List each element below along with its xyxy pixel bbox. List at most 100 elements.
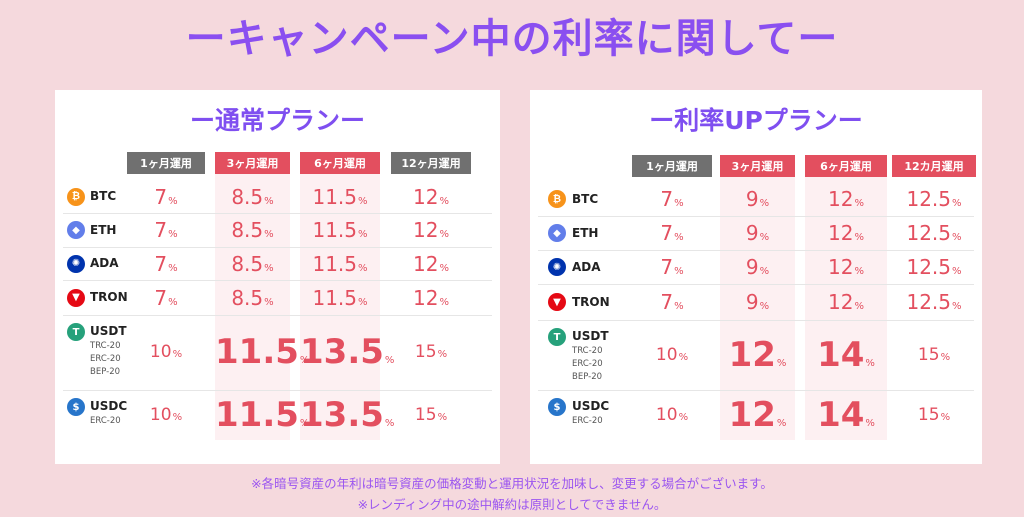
- percent-sign: %: [865, 357, 875, 369]
- rate-cell: 12%: [805, 255, 887, 279]
- rate-cell: 12.5%: [892, 187, 976, 211]
- rate-value: 11.5: [312, 218, 357, 242]
- row-divider: [63, 315, 492, 316]
- rate-value: 12: [728, 394, 776, 435]
- rate-cell: 14%: [805, 335, 887, 375]
- percent-sign: %: [358, 262, 368, 274]
- row-divider: [538, 390, 974, 391]
- rate-value: 7: [660, 255, 674, 279]
- percent-sign: %: [759, 301, 770, 312]
- percent-sign: %: [299, 417, 310, 429]
- rate-value: 12: [413, 285, 439, 310]
- row-divider: [538, 216, 974, 217]
- highlight-column: [215, 174, 290, 440]
- coin-name: ADA: [90, 256, 119, 270]
- percent-sign: %: [384, 355, 395, 367]
- percent-sign: %: [865, 417, 875, 429]
- coin-networks: TRC-20 ERC-20 BEP-20: [572, 345, 603, 384]
- rate-value: 13.5: [300, 394, 384, 435]
- highlight-column: [805, 177, 887, 440]
- rate-cell: 7%: [127, 286, 205, 310]
- column-header: 3ヶ月運用: [215, 152, 290, 174]
- percent-sign: %: [168, 262, 178, 274]
- coin-name: TRON: [90, 290, 128, 304]
- rate-value: 8.5: [231, 218, 264, 242]
- rate-value: 11.5: [215, 394, 299, 435]
- rate-cell: 12.5%: [892, 290, 976, 314]
- coin-name: USDT: [572, 329, 609, 343]
- column-header: 6ヶ月運用: [805, 155, 887, 177]
- column-header: 12カ月運用: [892, 155, 976, 177]
- rate-value: 7: [154, 251, 168, 276]
- usdc-icon: $: [548, 398, 566, 416]
- percent-sign: %: [439, 195, 449, 207]
- page-title: ーキャンペーン中の利率に関してー: [185, 16, 839, 62]
- rate-cell: 9%: [720, 255, 795, 279]
- rate-cell: 12%: [391, 252, 471, 276]
- rate-value: 12: [413, 218, 439, 242]
- rate-value: 12: [413, 184, 439, 209]
- rate-cell: 13.5%: [300, 332, 394, 372]
- tron-icon: ▼: [67, 288, 85, 307]
- rate-cell: 11.5%: [215, 395, 309, 435]
- rate-cell: 11.5%: [300, 252, 380, 276]
- rate-value: 9: [745, 255, 759, 279]
- percent-sign: %: [952, 198, 962, 209]
- rate-cell: 13.5%: [300, 395, 394, 435]
- rate-value: 15: [414, 342, 437, 363]
- rate-value: 14: [817, 334, 865, 375]
- column-header: 12ヶ月運用: [391, 152, 471, 174]
- rate-cell: 7%: [127, 252, 205, 276]
- ethereum-icon: ◆: [548, 224, 566, 242]
- footnote-rate-change: ※各暗号資産の年利は暗号資産の価格変動と運用状況を加味し、変更する場合がございま…: [251, 476, 773, 491]
- rate-cell: 8.5%: [215, 286, 290, 310]
- rate-value: 8.5: [231, 285, 264, 310]
- rate-cell: 7%: [632, 187, 712, 211]
- rate-cell: 11.5%: [215, 332, 309, 372]
- percent-sign: %: [358, 195, 368, 207]
- rate-value: 14: [817, 394, 865, 435]
- percent-sign: %: [168, 195, 178, 207]
- rate-value: 15: [414, 404, 437, 425]
- percent-sign: %: [358, 229, 368, 240]
- rate-up-plan-panel: ー利率UPプランー 1ヶ月運用 3ヶ月運用 6ヶ月運用 12カ月運用 ₿ BTC 7% 9% 1…: [530, 90, 982, 464]
- coin-networks: TRC-20 ERC-20 BEP-20: [90, 340, 121, 379]
- percent-sign: %: [759, 198, 770, 209]
- rate-cell: 12.5%: [892, 221, 976, 245]
- tether-icon: T: [548, 328, 566, 346]
- bitcoin-icon: ₿: [67, 187, 85, 206]
- rate-value: 7: [660, 221, 674, 245]
- network-label: ERC-20: [90, 354, 121, 364]
- percent-sign: %: [172, 411, 183, 423]
- rate-value: 10: [149, 342, 172, 363]
- percent-sign: %: [674, 301, 684, 312]
- network-label: BEP-20: [572, 372, 603, 382]
- rate-cell: 11.5%: [300, 218, 380, 242]
- percent-sign: %: [854, 301, 864, 312]
- rate-cell: 15%: [892, 345, 976, 365]
- coin-networks: ERC-20: [90, 415, 121, 428]
- rate-cell: 11.5%: [300, 185, 380, 209]
- coin-name: ADA: [572, 259, 601, 274]
- rate-value: 7: [154, 285, 168, 310]
- percent-sign: %: [437, 349, 448, 361]
- coin-name: USDT: [90, 324, 127, 338]
- highlight-column: [300, 174, 380, 440]
- rate-value: 10: [655, 344, 678, 365]
- percent-sign: %: [952, 266, 962, 277]
- network-label: ERC-20: [572, 359, 603, 369]
- coin-name: ETH: [572, 225, 599, 240]
- row-divider: [63, 390, 492, 391]
- ethereum-icon: ◆: [67, 221, 85, 239]
- rate-value: 10: [655, 404, 678, 425]
- network-label: BEP-20: [90, 367, 121, 377]
- rate-cell: 7%: [127, 185, 205, 209]
- rate-cell: 15%: [391, 342, 471, 362]
- row-divider: [63, 213, 492, 214]
- rate-value: 15: [917, 344, 940, 365]
- rate-cell: 8.5%: [215, 218, 290, 242]
- highlight-column: [720, 177, 795, 440]
- network-label: TRC-20: [572, 346, 603, 356]
- column-header: 1ヶ月運用: [632, 155, 712, 177]
- rate-value: 11.5: [312, 285, 357, 310]
